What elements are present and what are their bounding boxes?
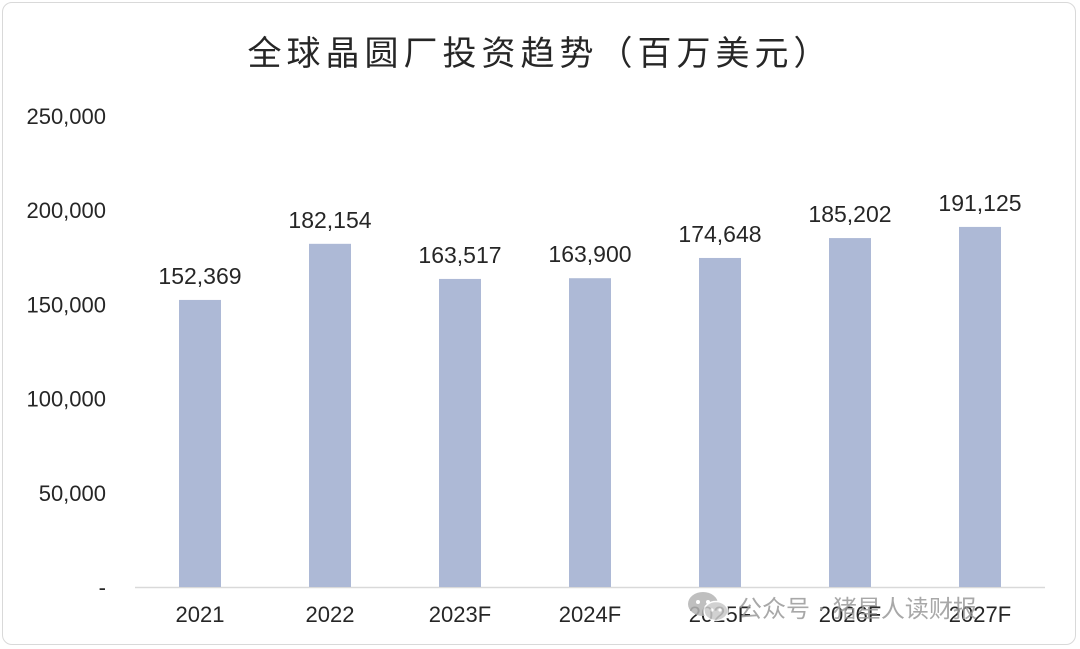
watermark: 公众号 · 猪星人读财报 [686,590,977,623]
watermark-text: 公众号 · 猪星人读财报 [738,594,977,623]
y-tick-label: 100,000 [26,387,106,412]
x-tick-label: 2027F [949,602,1011,627]
y-tick-label: - [99,575,106,600]
data-label: 174,648 [678,221,761,247]
y-tick-label: 250,000 [26,104,106,129]
bar [439,278,481,587]
x-tick-label: 2023F [429,602,491,627]
bar [569,278,611,587]
data-label: 191,125 [938,190,1021,216]
x-tick-label: 2026F [819,602,881,627]
y-tick-label: 150,000 [26,292,106,317]
bar [829,238,871,587]
chart-title: 全球晶圆厂投资趋势（百万美元） [247,34,833,74]
data-label: 185,202 [808,201,891,227]
data-label: 163,900 [548,241,631,267]
data-label: 182,154 [288,207,371,233]
bar [309,243,351,587]
wechat-icon [686,590,730,622]
y-tick-label: 200,000 [26,198,106,223]
y-tick-label: 50,000 [39,481,106,506]
bar [179,299,221,587]
bar [959,226,1001,587]
bar [699,257,741,587]
data-label: 152,369 [158,263,241,289]
x-tick-label: 2022 [306,602,355,627]
x-tick-label: 2021 [176,602,225,627]
x-tick-label: 2024F [559,602,621,627]
data-label: 163,517 [418,242,501,268]
